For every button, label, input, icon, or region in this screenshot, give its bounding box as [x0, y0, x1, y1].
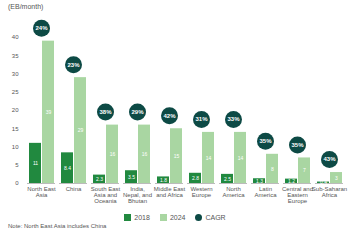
- html-text:CAGR: CAGR: [205, 213, 226, 221]
- html-text:2018: 2018: [134, 213, 150, 221]
- svg-text:20: 20: [12, 107, 19, 113]
- svg-text:1.2: 1.2: [288, 178, 295, 184]
- svg-text:29: 29: [78, 127, 84, 133]
- svg-text:38%: 38%: [99, 109, 112, 115]
- svg-text:35%: 35%: [291, 142, 304, 148]
- svg-text:Central andEasternEurope: Central andEasternEurope: [282, 186, 313, 204]
- svg-text:2.5: 2.5: [224, 176, 231, 182]
- svg-text:Sub-SaharanAfrica: Sub-SaharanAfrica: [312, 186, 347, 198]
- svg-text:5: 5: [15, 162, 19, 168]
- svg-text:14: 14: [206, 155, 212, 161]
- svg-text:16: 16: [142, 151, 148, 157]
- svg-text:South EastAsia andOceania: South EastAsia andOceania: [91, 186, 121, 204]
- svg-text:11: 11: [33, 160, 38, 166]
- svg-text:29%: 29%: [131, 109, 144, 115]
- svg-text:India,Nepal, andBhutan: India,Nepal, andBhutan: [123, 186, 152, 204]
- svg-text:LatinAmerica: LatinAmerica: [254, 186, 277, 198]
- svg-text:35: 35: [12, 53, 19, 59]
- svg-text:8: 8: [271, 166, 274, 172]
- html-text:Note: North East Asia includes: Note: North East Asia includes China: [8, 223, 107, 229]
- svg-text:16: 16: [110, 151, 116, 157]
- svg-text:2.3: 2.3: [96, 176, 103, 182]
- svg-text:China: China: [66, 186, 82, 192]
- svg-text:3: 3: [335, 175, 338, 181]
- svg-text:NorthAmerica: NorthAmerica: [222, 186, 245, 198]
- svg-text:15: 15: [174, 153, 180, 159]
- html-text:2024: 2024: [169, 213, 186, 221]
- svg-text:15: 15: [12, 126, 19, 132]
- svg-text:39: 39: [46, 109, 52, 115]
- svg-text:33%: 33%: [227, 116, 240, 122]
- svg-text:7: 7: [303, 167, 306, 173]
- svg-text:2.8: 2.8: [192, 175, 199, 181]
- svg-text:25: 25: [12, 89, 19, 95]
- svg-text:14: 14: [238, 155, 244, 161]
- svg-text:3.5: 3.5: [128, 174, 135, 180]
- svg-text:0: 0: [15, 180, 19, 186]
- svg-text:42%: 42%: [163, 113, 176, 119]
- svg-text:35%: 35%: [259, 138, 272, 144]
- svg-text:North EastAsia: North EastAsia: [27, 186, 56, 198]
- svg-text:1.3: 1.3: [256, 178, 263, 184]
- svg-text:31%: 31%: [195, 116, 208, 122]
- svg-text:40: 40: [12, 34, 19, 40]
- svg-text:8.4: 8.4: [64, 165, 71, 171]
- svg-text:WesternEurope: WesternEurope: [190, 186, 212, 198]
- html-text:(EB/month): (EB/month): [8, 3, 44, 10]
- svg-text:10: 10: [12, 144, 19, 150]
- svg-text:24%: 24%: [35, 25, 48, 31]
- svg-text:30: 30: [12, 71, 19, 77]
- svg-text:0.4: 0.4: [320, 179, 327, 185]
- svg-text:23%: 23%: [67, 62, 80, 68]
- svg-text:43%: 43%: [323, 156, 336, 162]
- svg-text:1.8: 1.8: [160, 177, 167, 183]
- svg-text:Middle Eastand Africa: Middle Eastand Africa: [154, 186, 186, 198]
